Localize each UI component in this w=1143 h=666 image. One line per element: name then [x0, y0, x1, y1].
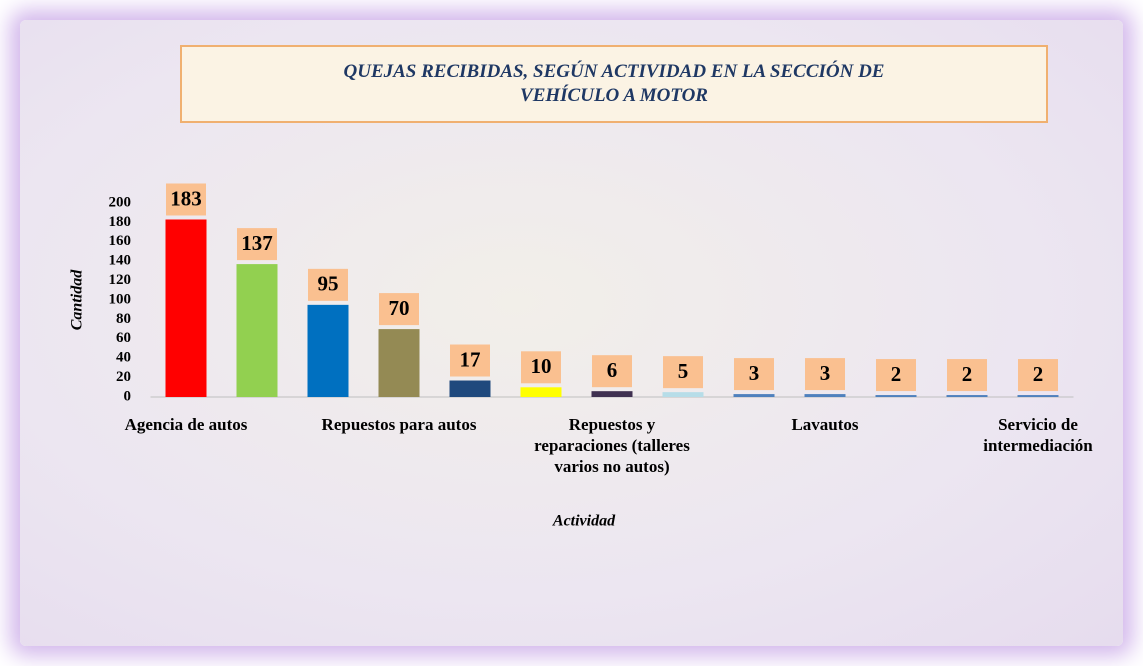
bar: [166, 219, 207, 397]
value-label: 3: [820, 361, 831, 385]
x-tick-label: Repuestos y reparaciones (talleres vario…: [527, 414, 697, 477]
chart-title: QUEJAS RECIBIDAS, SEGÚN ACTIVIDAD EN LA …: [180, 45, 1048, 123]
y-tick-label: 180: [109, 214, 132, 230]
y-tick-label: 0: [124, 388, 132, 404]
bar: [379, 329, 420, 397]
y-tick-label: 60: [116, 330, 131, 346]
x-axis-title: Actividad: [552, 513, 616, 530]
value-label: 183: [170, 186, 202, 210]
value-label: 2: [962, 362, 973, 386]
bar: [237, 264, 278, 397]
bar: [521, 387, 562, 397]
x-tick-label: Lavautos: [740, 414, 910, 435]
value-label: 137: [241, 231, 273, 255]
bar: [734, 394, 775, 397]
bar: [308, 305, 349, 397]
y-tick-label: 160: [109, 233, 132, 249]
value-label: 6: [607, 358, 618, 382]
bar: [876, 395, 917, 397]
value-label: 10: [531, 354, 552, 378]
y-axis-title: Cantidad: [69, 269, 86, 330]
y-tick-label: 200: [109, 194, 132, 210]
value-label: 70: [389, 296, 410, 320]
y-tick-label: 100: [109, 291, 132, 307]
value-label: 17: [460, 347, 481, 371]
bar: [663, 392, 704, 397]
value-label: 3: [749, 361, 760, 385]
bar: [1018, 395, 1059, 397]
x-tick-label: Agencia de autos: [101, 414, 271, 435]
y-tick-label: 140: [109, 253, 132, 269]
y-tick-label: 120: [109, 272, 132, 288]
value-label: 2: [891, 362, 902, 386]
y-tick-label: 20: [116, 369, 131, 385]
bar: [592, 391, 633, 397]
value-label: 95: [318, 272, 339, 296]
value-label: 2: [1033, 362, 1044, 386]
x-tick-label: Servicio de intermediación: [953, 414, 1123, 456]
y-tick-label: 80: [116, 311, 131, 327]
value-label: 5: [678, 359, 689, 383]
y-tick-label: 40: [116, 350, 131, 366]
bar: [450, 381, 491, 397]
bar: [947, 395, 988, 397]
x-tick-label: Repuestos para autos: [314, 414, 484, 435]
bar: [805, 394, 846, 397]
page: Cantidad Actividad 0 20 40 60 80 100 120 140 160…: [0, 0, 1143, 666]
